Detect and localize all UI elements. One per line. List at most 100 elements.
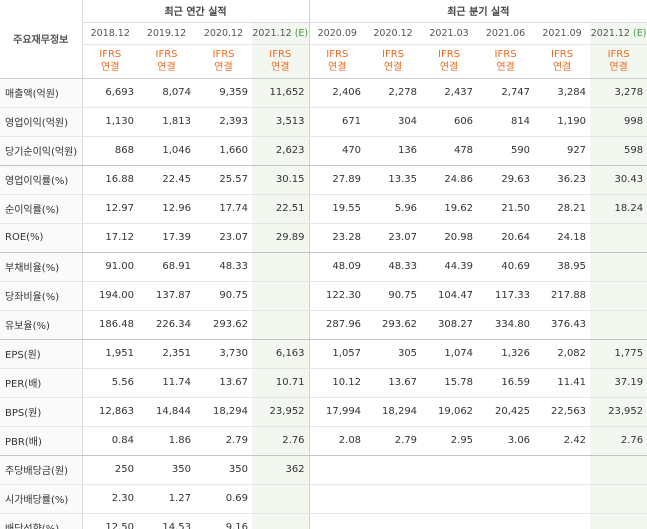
row-label: 영업이익(억원) <box>0 107 83 137</box>
table-row: 유보율(%) 186.48 226.34 293.62 287.96 293.62 308.… <box>0 310 647 340</box>
table-cell: 11.41 <box>534 368 591 398</box>
period-header: 2021.12 (E) <box>252 22 310 45</box>
table-cell <box>421 455 478 485</box>
table-row: 영업이익률(%) 16.88 22.45 25.57 30.15 27.89 13.35 24… <box>0 165 647 195</box>
table-cell <box>252 252 310 282</box>
table-cell <box>252 310 310 340</box>
table-cell: 10.71 <box>252 368 310 398</box>
table-cell: 927 <box>534 136 591 166</box>
ifrs-consolidated-label: IFRS 연결 <box>477 44 535 79</box>
ifrs-consolidated-label: IFRS 연결 <box>252 44 310 79</box>
table-cell <box>421 513 478 529</box>
table-cell: 305 <box>365 339 422 369</box>
table-cell: 1,775 <box>590 339 647 369</box>
consolidated-label: 연결 <box>271 62 290 73</box>
table-row: PBR(배) 0.84 1.86 2.79 2.76 2.08 2.79 2.95 3.06 2.… <box>0 426 647 456</box>
table-cell <box>365 484 422 514</box>
table-cell <box>308 484 366 514</box>
table-cell <box>477 484 535 514</box>
table-cell <box>590 310 647 340</box>
period-date: 2021.09 <box>542 27 582 39</box>
ifrs-label: IFRS <box>607 49 630 60</box>
table-cell: 21.50 <box>477 194 535 224</box>
table-cell: 376.43 <box>534 310 591 340</box>
table-cell: 12,863 <box>82 397 138 427</box>
table-cell: 3,513 <box>252 107 310 137</box>
table-cell: 18,294 <box>195 397 252 427</box>
table-cell: 20.98 <box>421 223 478 253</box>
table-cell: 194.00 <box>82 281 138 311</box>
table-cell: 17.74 <box>195 194 252 224</box>
table-cell: 2,747 <box>477 78 535 108</box>
estimate-marker: (E) <box>633 27 647 39</box>
table-cell: 478 <box>421 136 478 166</box>
table-cell: 2,623 <box>252 136 310 166</box>
table-cell: 2,278 <box>365 78 422 108</box>
table-cell: 814 <box>477 107 535 137</box>
table-cell: 48.33 <box>365 252 422 282</box>
table-cell: 9,359 <box>195 78 252 108</box>
table-cell: 1,190 <box>534 107 591 137</box>
period-date: 2020.09 <box>317 27 357 39</box>
table-cell: 1,951 <box>82 339 138 369</box>
period-date: 2020.12 <box>373 27 413 39</box>
table-cell <box>590 252 647 282</box>
table-cell: 1.27 <box>138 484 195 514</box>
table-cell: 350 <box>195 455 252 485</box>
period-header: 2020.09 <box>308 22 366 45</box>
table-cell: 17.39 <box>138 223 195 253</box>
table-cell: 6,163 <box>252 339 310 369</box>
table-cell: 868 <box>82 136 138 166</box>
table-cell: 1,046 <box>138 136 195 166</box>
ifrs-consolidated-label: IFRS 연결 <box>195 44 252 79</box>
period-header: 2020.12 <box>365 22 422 45</box>
ifrs-label: IFRS <box>155 49 178 60</box>
table-cell: 1,660 <box>195 136 252 166</box>
ifrs-label: IFRS <box>269 49 292 60</box>
table-row: 주당배당금(원) 250 350 350 362 <box>0 455 647 485</box>
row-label: 유보율(%) <box>0 310 83 340</box>
table-cell: 40.69 <box>477 252 535 282</box>
table-cell <box>590 281 647 311</box>
row-label: 매출액(억원) <box>0 78 83 108</box>
table-cell: 23.07 <box>365 223 422 253</box>
table-cell: 30.15 <box>252 165 310 195</box>
annual-results-header: 최근 연간 실적 <box>82 0 310 23</box>
table-cell <box>534 484 591 514</box>
table-cell: 1,326 <box>477 339 535 369</box>
table-cell: 16.59 <box>477 368 535 398</box>
table-cell: 293.62 <box>365 310 422 340</box>
table-cell: 22.45 <box>138 165 195 195</box>
table-cell: 3,730 <box>195 339 252 369</box>
table-cell <box>421 484 478 514</box>
table-cell: 48.09 <box>308 252 366 282</box>
consolidated-label: 연결 <box>383 62 403 73</box>
table-cell: 19.62 <box>421 194 478 224</box>
row-label: 부채비율(%) <box>0 252 83 282</box>
table-cell: 590 <box>477 136 535 166</box>
period-header: 2019.12 <box>138 22 195 45</box>
table-cell: 18.24 <box>590 194 647 224</box>
table-cell: 2.76 <box>252 426 310 456</box>
table-cell: 12.50 <box>82 513 138 529</box>
table-cell: 2.79 <box>365 426 422 456</box>
period-header: 2021.03 <box>421 22 478 45</box>
table-cell: 15.78 <box>421 368 478 398</box>
table-row: EPS(원) 1,951 2,351 3,730 6,163 1,057 305 1,074 1… <box>0 339 647 369</box>
table-cell: 48.33 <box>195 252 252 282</box>
table-cell: 598 <box>590 136 647 166</box>
table-cell: 13.67 <box>195 368 252 398</box>
table-cell <box>365 513 422 529</box>
ifrs-label: IFRS <box>438 49 461 60</box>
table-cell <box>477 455 535 485</box>
table-cell: 1,813 <box>138 107 195 137</box>
table-cell: 22.51 <box>252 194 310 224</box>
table-cell: 606 <box>421 107 478 137</box>
table-cell: 1.86 <box>138 426 195 456</box>
table-cell: 226.34 <box>138 310 195 340</box>
table-cell: 136 <box>365 136 422 166</box>
period-date: 2020.12 <box>203 27 244 39</box>
table-cell <box>590 223 647 253</box>
table-cell: 13.67 <box>365 368 422 398</box>
